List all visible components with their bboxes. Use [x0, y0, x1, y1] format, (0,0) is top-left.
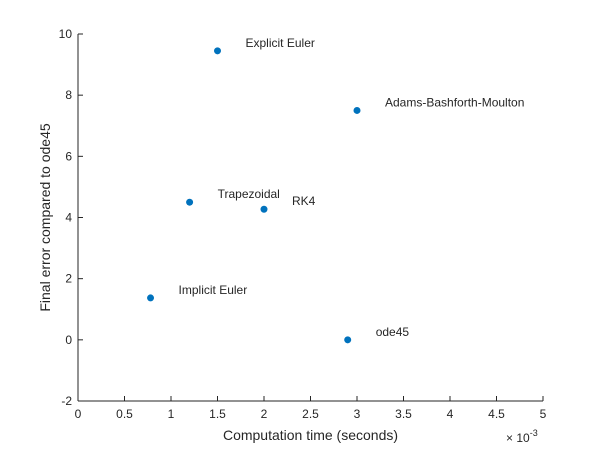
- x-ticks: 0 0.5 1 1.5 2 2.5 3 3.5 4 4.5 5: [75, 396, 547, 421]
- data-point: [186, 198, 194, 206]
- y-tick-label: 8: [65, 88, 72, 102]
- x-axis-exponent: × 10-3: [506, 428, 538, 445]
- y-tick-label: 2: [65, 272, 72, 286]
- point-label: RK4: [292, 194, 316, 208]
- x-tick-label: 2: [261, 407, 268, 421]
- x-tick-label: 3.5: [395, 407, 412, 421]
- point-label: Trapezoidal: [218, 187, 280, 201]
- x-tick-label: 0: [75, 407, 82, 421]
- x-tick-label: 4: [447, 407, 454, 421]
- point-label: ode45: [376, 325, 410, 339]
- x-exponent-power: -3: [530, 428, 538, 438]
- data-point: [260, 205, 268, 213]
- data-point: [214, 47, 221, 55]
- y-tick-label: -2: [61, 394, 72, 408]
- y-tick-label: 4: [65, 211, 72, 225]
- x-tick-label: 1: [168, 407, 175, 421]
- y-tick-label: 10: [59, 27, 73, 41]
- data-point: [147, 294, 155, 302]
- y-tick-label: 6: [65, 149, 72, 163]
- x-tick-label: 2.5: [302, 407, 319, 421]
- point-label: Explicit Euler: [246, 36, 315, 50]
- x-exponent-base: × 10: [506, 431, 530, 445]
- x-tick-label: 1.5: [209, 407, 226, 421]
- x-axis-title: Computation time (seconds): [223, 427, 398, 443]
- y-ticks: -2 0 2 4 6 8 10: [59, 27, 83, 408]
- x-tick-label: 3: [354, 407, 361, 421]
- x-tick-label: 4.5: [488, 407, 505, 421]
- y-tick-label: 0: [65, 333, 72, 347]
- x-tick-label: 5: [540, 407, 547, 421]
- y-axis-title: Final error compared to ode45: [37, 123, 53, 312]
- point-labels: Explicit Euler Adams-Bashforth-Moulton Tra…: [179, 36, 525, 339]
- data-point: [353, 106, 361, 114]
- data-points: [147, 47, 361, 344]
- x-tick-label: 0.5: [116, 407, 133, 421]
- data-point: [344, 336, 352, 344]
- point-label: Adams-Bashforth-Moulton: [385, 95, 524, 109]
- axes: [77, 34, 543, 402]
- point-label: Implicit Euler: [179, 283, 248, 297]
